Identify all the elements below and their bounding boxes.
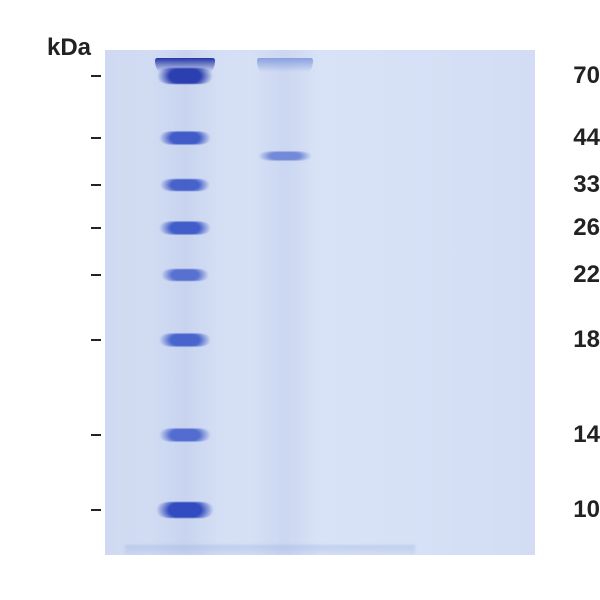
mw-tick-44 (91, 137, 101, 139)
mw-tick-33 (91, 184, 101, 186)
ladder-band-26 (158, 222, 212, 235)
axis-unit-label: kDa (47, 34, 91, 62)
mw-label-26: 26 (517, 214, 600, 242)
mw-tick-10 (91, 509, 101, 511)
mw-tick-22 (91, 274, 101, 276)
mw-label-22: 22 (517, 261, 600, 289)
mw-tick-14 (91, 434, 101, 436)
mw-label-44: 44 (517, 124, 600, 152)
dye-front-smear (125, 545, 415, 555)
ladder-band-70 (156, 68, 214, 84)
mw-tick-26 (91, 227, 101, 229)
mw-label-18: 18 (517, 326, 600, 354)
mw-label-14: 14 (517, 421, 600, 449)
ladder-band-10 (155, 502, 215, 518)
sample-well (257, 58, 313, 72)
mw-label-10: 10 (517, 496, 600, 524)
gel-image-region (105, 50, 535, 555)
sample-band-sample-band (257, 152, 313, 161)
mw-label-70: 70 (517, 62, 600, 90)
ladder-band-14 (158, 429, 212, 442)
sample-lane-shade (250, 50, 320, 555)
mw-tick-18 (91, 339, 101, 341)
ladder-band-44 (158, 132, 212, 145)
ladder-band-22 (160, 269, 210, 281)
ladder-band-18 (158, 334, 212, 347)
mw-tick-70 (91, 75, 101, 77)
mw-label-33: 33 (517, 171, 600, 199)
ladder-lane-shade (150, 50, 220, 555)
ladder-band-33 (159, 179, 211, 191)
figure-canvas: kDa 70 44 33 26 22 18 14 10 (0, 0, 600, 600)
